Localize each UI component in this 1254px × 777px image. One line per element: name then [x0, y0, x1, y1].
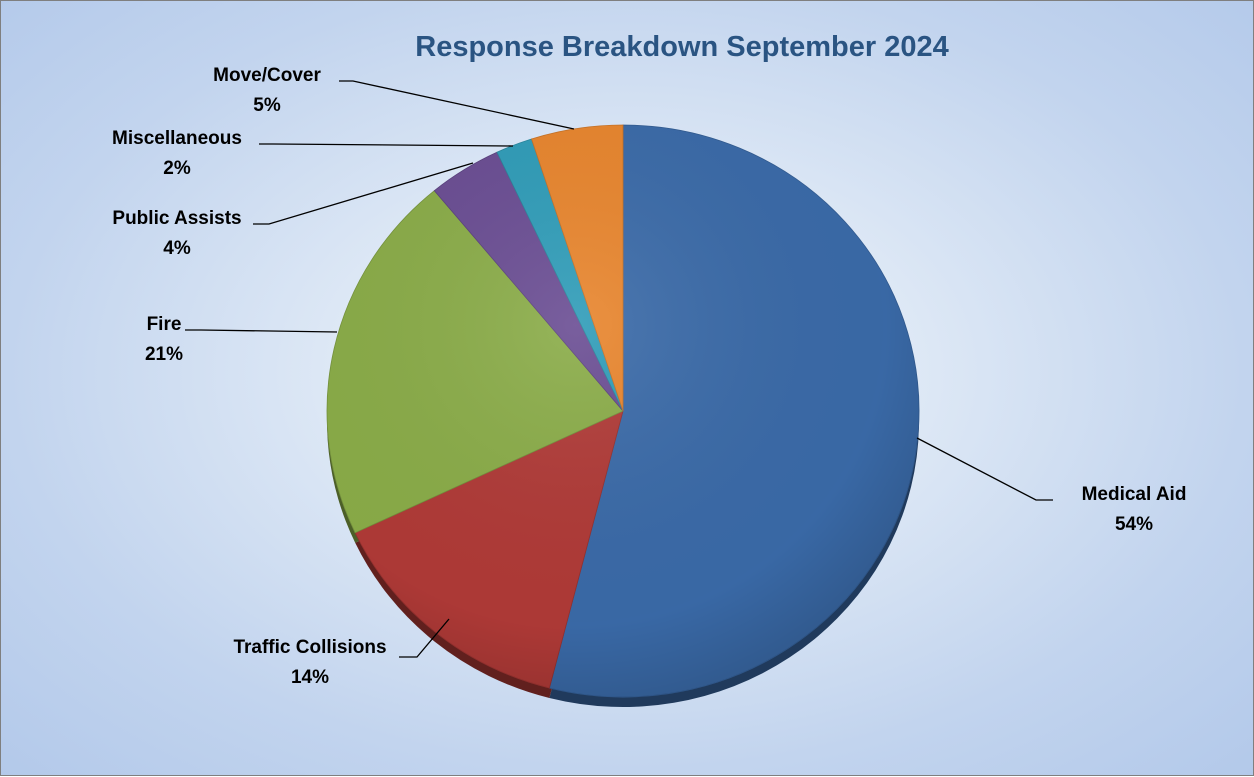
leader-line-medical-aid: [916, 437, 1053, 501]
data-label-public-assists: Public Assists: [112, 208, 241, 229]
leader-line-traffic-collisions: [399, 618, 450, 658]
pie-slices: [326, 124, 920, 698]
data-label-move-cover: Move/Cover: [213, 65, 321, 86]
leader-line-public-assists: [253, 162, 474, 225]
leader-line-move-cover: [339, 80, 575, 130]
data-label-traffic-collisions: Traffic Collisions: [233, 637, 386, 658]
data-percent-fire: 21%: [145, 344, 183, 365]
data-labels: Medical Aid 54% Traffic Collisions 14% Fire 2…: [112, 65, 1186, 688]
data-percent-medical-aid: 54%: [1115, 514, 1153, 535]
data-percent-miscellaneous: 2%: [163, 158, 191, 179]
data-label-medical-aid: Medical Aid: [1082, 484, 1187, 505]
leader-lines: [185, 80, 1053, 658]
data-label-miscellaneous: Miscellaneous: [112, 128, 242, 149]
data-label-fire: Fire: [147, 314, 182, 335]
leader-line-fire: [185, 329, 338, 333]
data-percent-traffic-collisions: 14%: [291, 667, 329, 688]
leader-line-miscellaneous: [259, 143, 514, 147]
chart-title: Response Breakdown September 2024: [415, 31, 948, 63]
data-percent-public-assists: 4%: [163, 238, 191, 259]
data-percent-move-cover: 5%: [253, 95, 281, 116]
